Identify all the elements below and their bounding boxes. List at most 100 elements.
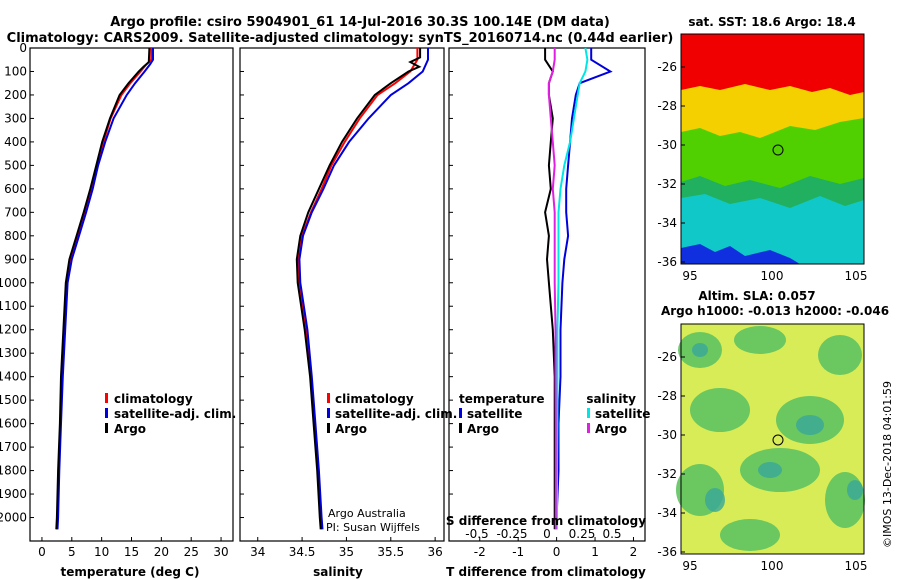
sal-legend-argo-swatch [327, 423, 330, 433]
depth-tick-label: 600 [4, 182, 27, 196]
sla-map-dark-patches [692, 343, 863, 512]
series-salinity-satellite [555, 47, 589, 530]
diff-legend-temp-satellite-label: satellite [467, 407, 522, 421]
depth-tick-label: 1700 [0, 440, 27, 454]
map-lon-tick-label: 95 [682, 559, 697, 573]
sal-legend-climatology-swatch [327, 393, 330, 403]
depth-tick-label: 700 [4, 205, 27, 219]
legend-satellite-swatch [105, 408, 108, 418]
sst-map-argo-marker [772, 144, 784, 156]
temperature-panel-frame [29, 47, 234, 542]
diff-legend-sal-argo-swatch [587, 423, 590, 433]
temp-x-axis-label: temperature (deg C) [61, 565, 200, 579]
sst-map-blue-zone [681, 244, 800, 264]
diff-legend-temp-satellite-swatch [459, 408, 462, 418]
depth-tick-label: 900 [4, 252, 27, 266]
diff-legend-temp-argo-swatch [459, 423, 462, 433]
legend-satellite-label: satellite-adj. clim. [114, 407, 236, 421]
depth-tick-label: 800 [4, 229, 27, 243]
credit-line2: PI: Susan Wijffels [326, 521, 420, 534]
temp-x-tick-label: 25 [184, 545, 199, 559]
temp-x-tick-label: 10 [94, 545, 109, 559]
sst-map-cyan-zone [681, 194, 864, 264]
sst-map-title: sat. SST: 18.6 Argo: 18.4 [688, 15, 855, 29]
series-salinity-argo [547, 48, 557, 530]
depth-tick-label: 100 [4, 64, 27, 78]
depth-axis: 0 100 200 300 400 500 600 700 800 900 1000 1100 1200… [0, 41, 453, 525]
map-lat-tick-label: -30 [657, 428, 677, 442]
diff-x-tick-label: 1 [591, 545, 599, 559]
sst-map-red-zone [681, 34, 864, 95]
map-lon-tick-label: 105 [845, 269, 868, 283]
sal-x-tick-label: 34.5 [289, 545, 316, 559]
diff-legend-sal-satellite-label: satellite [595, 407, 650, 421]
sst-map [680, 33, 865, 265]
difference-panel-frame [448, 47, 646, 542]
figure-title-line2: Climatology: CARS2009. Satellite-adjuste… [7, 31, 674, 46]
diff-x-top-tick-label: -0.25 [496, 527, 527, 541]
sla-map-ticks: -26 -28 -30 -32 -34 -36 95 100 105 [657, 350, 867, 573]
depth-tick-label: 200 [4, 88, 27, 102]
map-lat-tick-label: -28 [657, 389, 677, 403]
diff-x-top-tick-label: 0.5 [602, 527, 621, 541]
sst-map-ticks: -26 -28 -30 -32 -34 -36 95 100 105 [657, 60, 867, 283]
diff-x-tick-label: 2 [630, 545, 638, 559]
series-argo [55, 47, 151, 530]
sla-map-frame [680, 323, 865, 555]
sst-map-frame [680, 33, 865, 265]
salinity-plot: 34 34.5 35 35.5 36 salinity [250, 48, 443, 579]
diff-x-tick-label: -2 [474, 545, 486, 559]
depth-tick-label: 1100 [0, 299, 27, 313]
temp-x-tick-label: 0 [38, 545, 46, 559]
legend-argo-swatch [105, 423, 108, 433]
depth-tick-label: 1500 [0, 393, 27, 407]
sal-x-tick-label: 34 [250, 545, 265, 559]
credit-line1: Argo Australia [328, 507, 406, 520]
diff-legend-sal-satellite-swatch [587, 408, 590, 418]
sla-map-argo-marker [772, 434, 784, 446]
series-climatology [55, 48, 153, 530]
difference-plot: -2 -1 0 1 2 T difference from climatology S di… [446, 47, 646, 579]
map-lon-tick-label: 105 [845, 559, 868, 573]
diff-x-axis-label: T difference from climatology [446, 565, 646, 579]
map-lon-tick-label: 100 [761, 559, 784, 573]
map-lat-tick-label: -34 [657, 216, 677, 230]
diff-x-tick-label: 0 [553, 545, 561, 559]
depth-tick-label: 1900 [0, 487, 27, 501]
sla-map [676, 323, 865, 555]
map-lat-tick-label: -32 [657, 467, 677, 481]
sla-map-subtitle: Argo h1000: -0.013 h2000: -0.046 [661, 304, 889, 318]
series-satellite-adj-clim- [56, 48, 154, 530]
diff-x-top-tick-label: 0 [543, 527, 551, 541]
sla-map-green-patches [676, 326, 865, 551]
diff-x-top-tick-label: -0.5 [465, 527, 488, 541]
sal-legend-argo-label: Argo [335, 422, 367, 436]
temp-x-tick-label: 30 [213, 545, 228, 559]
temp-x-tick-label: 20 [154, 545, 169, 559]
map-lat-tick-label: -28 [657, 99, 677, 113]
figure-title-line1: Argo profile: csiro 5904901_61 14-Jul-20… [110, 15, 610, 30]
series-satellite-adj-clim- [298, 48, 429, 530]
diff-legend-temp-argo-label: Argo [467, 422, 499, 436]
series-temperature-argo [544, 48, 556, 530]
depth-tick-label: 2000 [0, 511, 27, 525]
depth-tick-label: 1600 [0, 417, 27, 431]
depth-tick-label: 500 [4, 158, 27, 172]
depth-tick-label: 1800 [0, 464, 27, 478]
depth-tick-label: 0 [19, 41, 27, 55]
diff-legend-salinity-heading: salinity [586, 392, 636, 406]
diff-legend-sal-argo-label: Argo [595, 422, 627, 436]
temp-x-tick-label: 5 [68, 545, 76, 559]
map-lon-tick-label: 100 [761, 269, 784, 283]
sal-legend-climatology-label: climatology [335, 392, 414, 406]
sla-map-title: Altim. SLA: 0.057 [698, 289, 815, 303]
legend-climatology-label: climatology [114, 392, 193, 406]
sal-legend-satellite-swatch [327, 408, 330, 418]
depth-tick-label: 1300 [0, 346, 27, 360]
series-argo [295, 48, 422, 530]
map-lat-tick-label: -26 [657, 60, 677, 74]
map-lat-tick-label: -26 [657, 350, 677, 364]
temperature-plot: 0 5 10 15 20 25 30 temperature (deg C) [38, 47, 229, 579]
temp-x-tick-label: 15 [124, 545, 139, 559]
